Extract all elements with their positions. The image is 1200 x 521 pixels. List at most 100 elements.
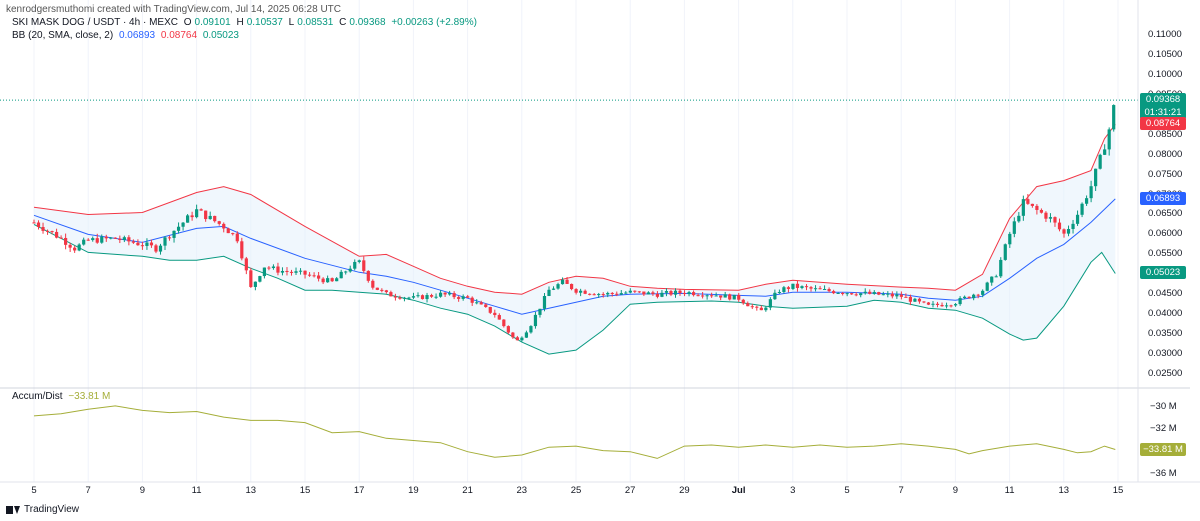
- candle-body: [475, 302, 479, 304]
- candle-body: [646, 292, 650, 295]
- time-tick: 3: [790, 485, 796, 496]
- candle-body: [890, 293, 894, 297]
- ad-tick: −30 M: [1150, 401, 1177, 412]
- candle-body: [127, 237, 131, 242]
- candle-body: [759, 307, 763, 311]
- candle-body: [231, 233, 235, 235]
- price-tag-bb-basis: 0.06893: [1140, 191, 1186, 205]
- candle-body: [190, 215, 194, 218]
- ad-legend-value: −33.81 M: [68, 391, 111, 402]
- candle-body: [195, 209, 199, 218]
- time-tick: 7: [898, 485, 904, 496]
- candle-body: [235, 233, 239, 242]
- candle-body: [298, 270, 303, 272]
- candle-body: [985, 282, 989, 291]
- candle-body: [597, 294, 601, 296]
- price-tick: 0.07500: [1148, 168, 1183, 180]
- candle-body: [574, 289, 578, 293]
- candle-body: [362, 260, 366, 271]
- symbol-title[interactable]: SKI MASK DOG / USDT · 4h · MEXC: [12, 17, 178, 28]
- candle-body: [321, 278, 325, 283]
- candle-body: [601, 294, 605, 296]
- price-tick: 0.10000: [1148, 68, 1183, 80]
- candle-body: [850, 293, 854, 295]
- candle-body: [538, 308, 542, 315]
- candle-body: [217, 221, 221, 224]
- bb-legend-basis: 0.06893: [118, 30, 156, 41]
- candle-body: [944, 305, 949, 307]
- time-tick: 7: [85, 485, 91, 496]
- candle-body: [429, 295, 434, 297]
- candle-body: [701, 295, 705, 297]
- candle-body: [222, 223, 226, 229]
- candle-body: [750, 306, 754, 308]
- candle-body: [664, 291, 669, 293]
- candle-body: [506, 326, 510, 333]
- candle-body: [841, 292, 845, 294]
- candle-body: [326, 278, 330, 283]
- candle-body: [140, 245, 145, 247]
- candle-body: [497, 315, 501, 320]
- candle-body: [845, 293, 849, 295]
- candle-body: [868, 291, 872, 294]
- time-tick: 21: [462, 485, 473, 496]
- price-tick: 0.06000: [1148, 228, 1183, 240]
- candle-body: [1017, 215, 1021, 222]
- price-tag-bb-lower: 0.05023: [1140, 266, 1186, 280]
- candle-body: [1098, 154, 1102, 169]
- candle-body: [402, 297, 407, 299]
- time-tick: 5: [31, 485, 37, 496]
- candle-body: [963, 296, 967, 299]
- ad-legend[interactable]: Accum/Dist −33.81 M: [12, 391, 113, 402]
- candle-body: [1053, 217, 1057, 223]
- bb-legend[interactable]: BB (20, SMA, close, 2) 0.06893 0.08764 0…: [12, 30, 242, 41]
- candle-body: [185, 215, 190, 223]
- candle-body: [461, 296, 465, 299]
- candle-body: [651, 292, 655, 294]
- time-tick: 23: [516, 485, 528, 496]
- candle-body: [389, 292, 393, 297]
- candle-body: [619, 293, 623, 295]
- candle-body: [940, 304, 944, 307]
- price-tag-last-price: 0.09368 01:31:21: [1140, 93, 1186, 120]
- price-tick: 0.03000: [1148, 348, 1183, 360]
- candle-body: [1066, 228, 1071, 234]
- candle-body: [398, 297, 402, 299]
- candle-body: [908, 296, 913, 302]
- candle-body: [1107, 129, 1111, 150]
- candle-body: [54, 231, 59, 238]
- candle-body: [904, 296, 908, 298]
- candle-body: [357, 260, 361, 262]
- candle-body: [393, 296, 398, 298]
- candle-body: [68, 244, 72, 248]
- candle-body: [872, 292, 876, 294]
- candle-body: [176, 226, 181, 231]
- candle-body: [438, 292, 443, 297]
- candle-body: [95, 238, 99, 243]
- candle-body: [583, 290, 587, 294]
- candle-body: [515, 337, 519, 341]
- time-tick: 17: [353, 485, 365, 496]
- candle-body: [384, 290, 388, 293]
- candle-body: [1003, 244, 1007, 260]
- candle-body: [118, 238, 122, 241]
- time-tick: 13: [1058, 485, 1070, 496]
- candle-body: [719, 295, 723, 298]
- price-tick: 0.11000: [1148, 29, 1182, 40]
- time-tick: 9: [139, 485, 146, 496]
- bb-upper-line: [33, 124, 1116, 295]
- candle-body: [479, 302, 483, 305]
- candle-body: [949, 305, 953, 307]
- candle-body: [1075, 214, 1080, 224]
- time-tick: 15: [1112, 485, 1124, 496]
- candle-body: [1039, 209, 1044, 213]
- candle-body: [832, 291, 836, 294]
- candle-body: [158, 245, 163, 252]
- candle-body: [276, 266, 280, 273]
- candle-body: [800, 286, 804, 288]
- time-tick: 19: [408, 485, 419, 496]
- candle-body: [344, 271, 348, 273]
- candle-body: [100, 236, 104, 243]
- candle-body: [1012, 221, 1016, 234]
